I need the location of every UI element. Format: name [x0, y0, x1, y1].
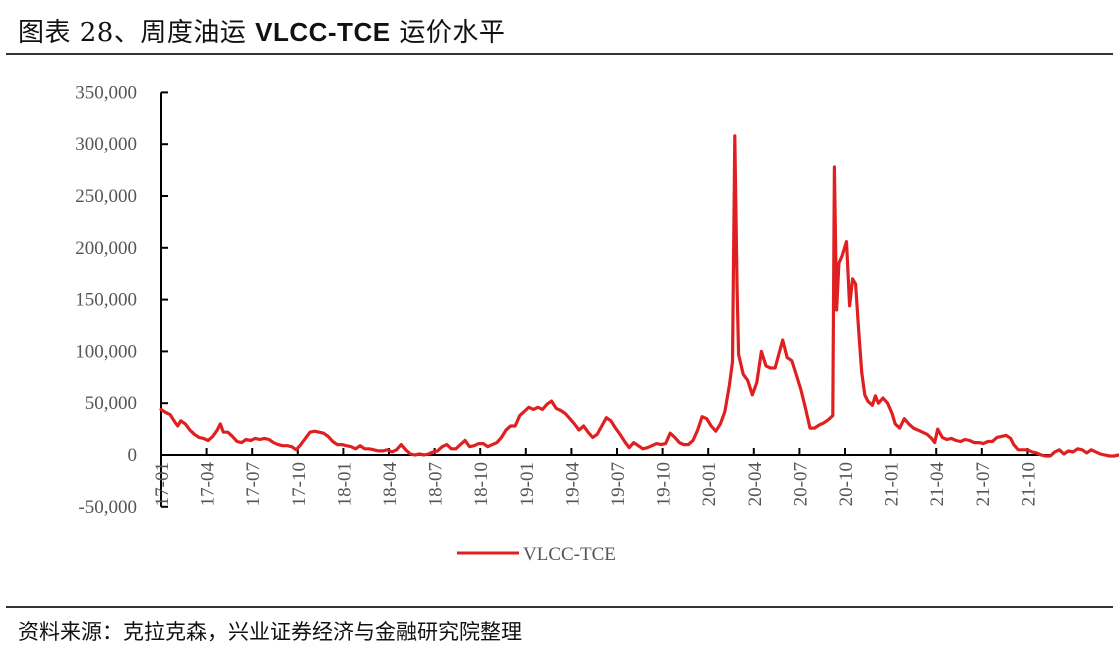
y-tick-label: 100,000	[75, 341, 137, 362]
x-tick-label: 18-10	[471, 462, 492, 506]
x-tick-label: 21-07	[973, 462, 994, 506]
y-tick-label: 50,000	[85, 393, 137, 414]
x-tick-label: 19-07	[608, 462, 629, 506]
x-tick-label: 20-01	[699, 462, 720, 506]
x-tick-label: 17-07	[243, 462, 264, 506]
y-tick-label: 200,000	[75, 238, 137, 259]
x-tick-label: 19-01	[517, 462, 538, 506]
title-prefix: 图表 28、周度油运	[18, 18, 256, 48]
y-tick-label: 300,000	[75, 134, 137, 155]
y-tick-label: 0	[128, 445, 138, 466]
y-tick-label: 150,000	[75, 290, 137, 311]
x-tick-label: 19-04	[562, 462, 583, 507]
series-line-vlcc-tce	[159, 134, 1119, 458]
x-tick-label: 18-07	[426, 462, 447, 506]
x-tick-label: 18-01	[334, 462, 355, 506]
title-suffix: 运价水平	[390, 18, 506, 48]
legend-label: VLCC-TCE	[523, 544, 616, 565]
figure-title: 图表 28、周度油运 VLCC-TCE 运价水平	[18, 12, 505, 49]
x-tick-label: 20-07	[790, 462, 811, 506]
x-tick-label: 17-04	[198, 462, 219, 507]
x-tick-label: 18-04	[380, 462, 401, 507]
x-tick-label: 21-04	[927, 462, 948, 507]
x-tick-label: 17-01	[152, 462, 173, 506]
title-divider	[6, 53, 1113, 55]
x-tick-label: 17-10	[289, 462, 310, 506]
y-tick-label: 350,000	[75, 82, 137, 103]
x-axis: 17-01 17-04 17-07 17-10 18-01 18-04 18-07 18-10…	[152, 448, 1052, 506]
y-tick-label: -50,000	[78, 497, 137, 518]
x-tick-label: 19-10	[654, 462, 675, 506]
y-tick-label: 250,000	[75, 186, 137, 207]
x-tick-label: 21-01	[882, 462, 903, 506]
source-divider	[6, 606, 1113, 608]
source-note: 资料来源：克拉克森，兴业证券经济与金融研究院整理	[18, 620, 522, 644]
y-axis: -50,000 0 50,000 100,000 150,000 200,000 250,0…	[75, 82, 168, 518]
x-tick-label: 21-10	[1018, 462, 1039, 506]
legend: VLCC-TCE	[457, 544, 616, 565]
x-tick-label: 20-04	[745, 462, 766, 507]
x-tick-label: 20-10	[836, 462, 857, 506]
title-series-name: VLCC-TCE	[255, 17, 391, 47]
